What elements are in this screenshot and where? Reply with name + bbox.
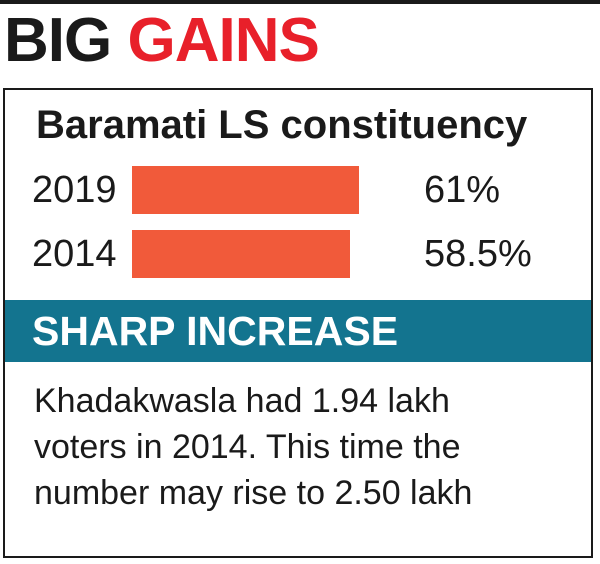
note-text: Khadakwasla had 1.94 lakh voters in 2014… (34, 378, 579, 516)
headline: BIG GAINS (4, 6, 320, 76)
note-line: number may rise to 2.50 lakh (34, 474, 473, 512)
bar-2014 (132, 230, 350, 278)
value-label-2014: 58.5% (424, 233, 532, 275)
section-title: SHARP INCREASE (32, 308, 399, 354)
category-label-2019: 2019 (32, 169, 117, 211)
value-label-2019: 61% (424, 169, 501, 211)
category-label-2014: 2014 (32, 233, 117, 275)
section-band (5, 300, 591, 362)
top-rule (0, 0, 600, 4)
note-line: Khadakwasla had 1.94 lakh (34, 382, 450, 420)
headline-word-gains: GAINS (127, 6, 319, 75)
bar-2019 (132, 166, 359, 214)
chart-title: Baramati LS constituency (36, 103, 528, 147)
note-line: voters in 2014. This time the (34, 428, 461, 466)
headline-word-big: BIG (4, 6, 112, 75)
infographic-box (3, 88, 593, 558)
